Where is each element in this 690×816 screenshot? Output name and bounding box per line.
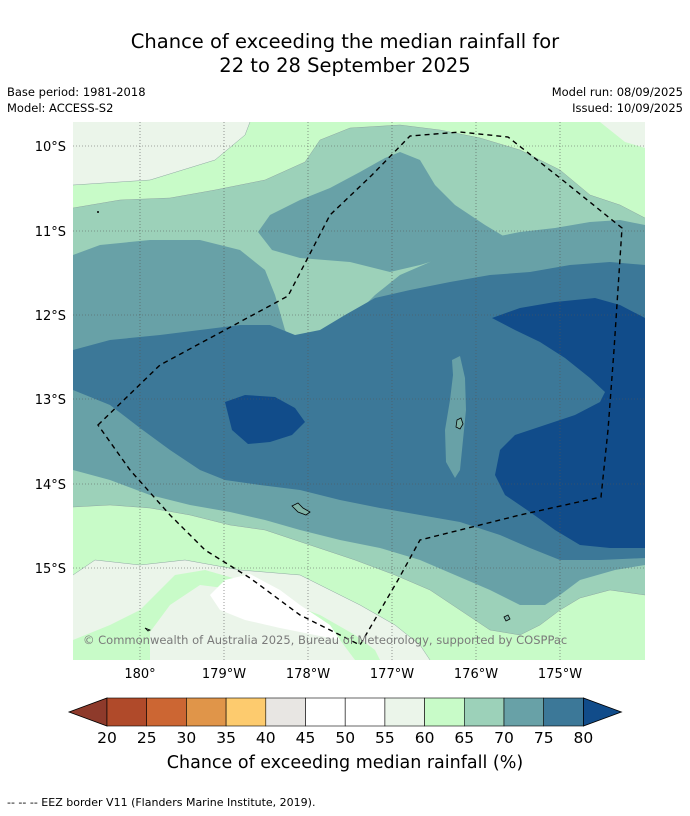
gridlines <box>73 122 645 660</box>
colorbar: 20 25 30 35 40 45 50 55 60 65 70 75 80 <box>67 697 623 747</box>
colorbar-tick-label: 75 <box>534 729 554 747</box>
lon-labels: 180° 179°W 178°W 177°W 176°W 175°W <box>124 667 582 682</box>
eez-legend: -- -- -- EEZ border V11 (Flanders Marine… <box>7 796 316 809</box>
colorbar-extend-high <box>583 697 623 727</box>
colorbar-tick-label: 50 <box>335 729 355 747</box>
lat-label: 11°S <box>35 225 66 240</box>
colorbar-tick-label: 35 <box>216 729 236 747</box>
lon-label: 176°W <box>454 667 498 682</box>
contour-55-60-northwest <box>73 122 250 185</box>
lon-label: 178°W <box>286 667 330 682</box>
colorbar-segment <box>265 697 306 727</box>
lat-label: 12°S <box>35 309 66 324</box>
model-run: Model run: 08/09/2025 <box>551 85 683 99</box>
colorbar-tick-label: 25 <box>137 729 157 747</box>
colorbar-segment <box>503 697 545 727</box>
issued-date: Issued: 10/09/2025 <box>572 101 683 115</box>
colorbar-tick-label: 70 <box>494 729 514 747</box>
colorbar-segment <box>463 697 505 727</box>
island-small-south <box>144 627 151 632</box>
colorbar-tick-label: 65 <box>454 729 474 747</box>
colorbar-segment <box>146 697 187 727</box>
meta-right: Model run: 08/09/2025 Issued: 10/09/2025 <box>552 84 683 116</box>
lon-label: 179°W <box>202 667 246 682</box>
contour-55-60-northeast <box>600 122 645 148</box>
contour-80-west <box>225 395 305 444</box>
lon-label: 180° <box>124 667 155 682</box>
contour-80-east <box>492 298 645 548</box>
contour-70-75-strip <box>445 356 466 478</box>
lat-label: 10°S <box>35 140 66 155</box>
copyright-notice: © Commonwealth of Australia 2025, Bureau… <box>83 633 568 647</box>
colorbar-segment <box>543 697 584 727</box>
eez-border <box>97 131 623 646</box>
island-lakeba <box>455 417 464 430</box>
colorbar-extend-low <box>67 697 108 727</box>
islands <box>144 417 511 632</box>
title-line-1: Chance of exceeding the median rainfall … <box>130 30 560 53</box>
map-title: Chance of exceeding the median rainfall … <box>0 30 690 78</box>
island-kadavu <box>291 502 311 516</box>
islet-dot <box>97 211 99 213</box>
lon-label: 177°W <box>370 667 414 682</box>
lat-labels: 10°S 11°S 12°S 13°S 14°S 15°S <box>35 140 66 577</box>
colorbar-tick-label: 30 <box>177 729 197 747</box>
base-period: Base period: 1981-2018 <box>7 85 146 99</box>
lat-label: 13°S <box>35 393 66 408</box>
colorbar-tick-label: 55 <box>375 729 395 747</box>
colorbar-tick-label: 60 <box>415 729 435 747</box>
colorbar-label: Chance of exceeding median rainfall (%) <box>166 753 524 773</box>
colorbar-tick-label: 45 <box>296 729 316 747</box>
colorbar-segment <box>305 697 346 727</box>
contour-layers <box>73 122 645 660</box>
colorbar-tick-label: 80 <box>574 729 594 747</box>
colorbar-segment <box>424 697 465 727</box>
colorbar-segment <box>106 697 148 727</box>
colorbar-segment <box>186 697 227 727</box>
lon-label: 175°W <box>538 667 582 682</box>
title-line-2: 22 to 28 September 2025 <box>219 54 471 77</box>
contour-55-60-inner <box>150 585 355 660</box>
colorbar-tick-label: 40 <box>256 729 276 747</box>
colorbar-segment <box>344 697 386 727</box>
lat-label: 14°S <box>35 478 66 493</box>
contour-lines <box>73 122 645 660</box>
colorbar-segment <box>225 697 267 727</box>
contour-70-75-north <box>258 152 510 272</box>
lat-label: 15°S <box>35 562 66 577</box>
contour-45-50 <box>210 574 340 640</box>
island-ono-ilau <box>503 614 511 622</box>
meta-left: Base period: 1981-2018 Model: ACCESS-S2 <box>7 84 146 116</box>
colorbar-tick-label: 20 <box>97 729 117 747</box>
colorbar-segment <box>384 697 425 727</box>
model-name: Model: ACCESS-S2 <box>7 101 114 115</box>
